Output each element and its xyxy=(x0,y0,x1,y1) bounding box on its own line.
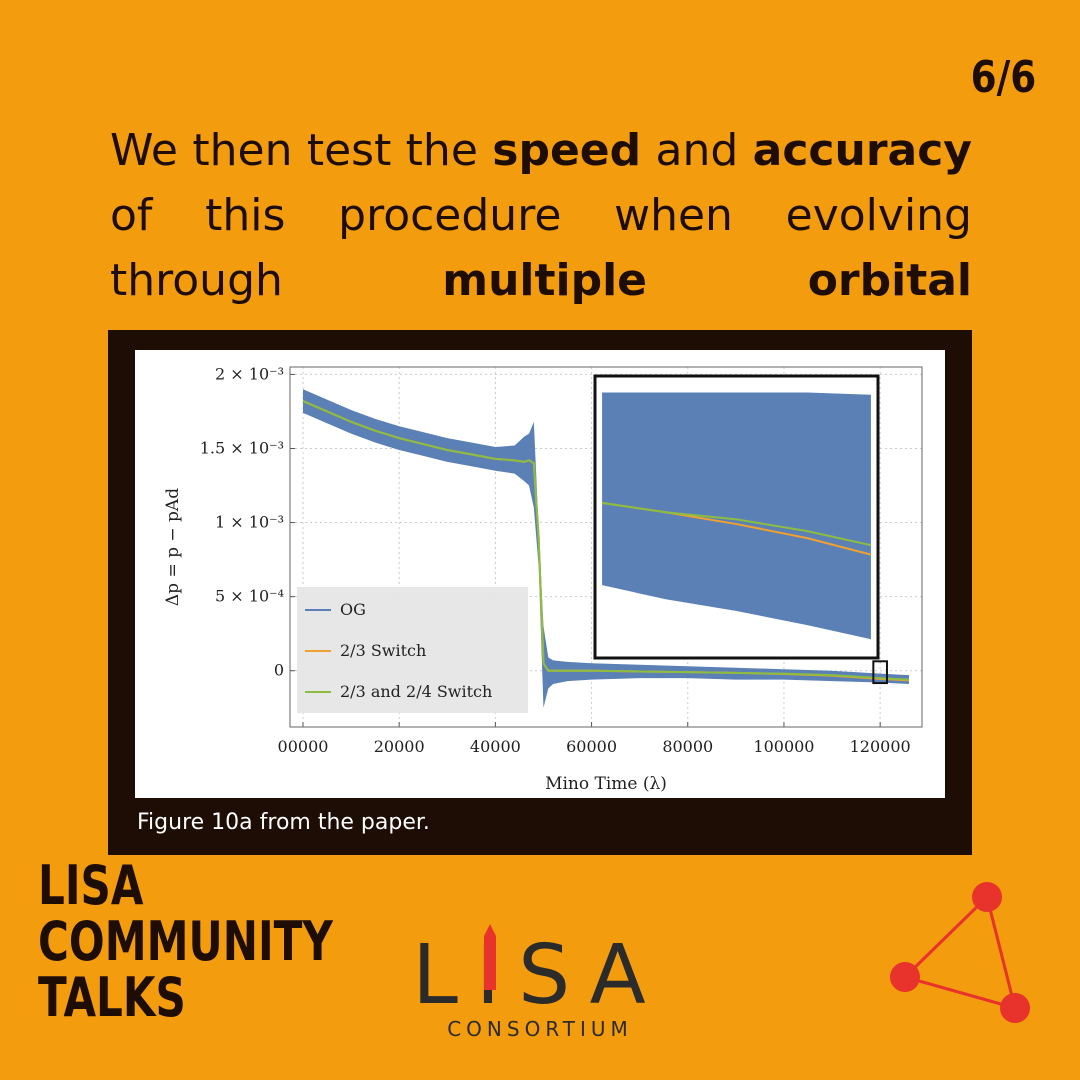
y-tick-label: 5 × 10⁻⁴ xyxy=(215,587,284,606)
brand-line: LISA xyxy=(38,854,144,917)
y-tick-label: 1 × 10⁻³ xyxy=(215,513,284,532)
caption: Figure 10a from the paper. xyxy=(137,810,430,835)
x-tick-label: 20000 xyxy=(374,737,425,756)
legend-label: 2/3 Switch xyxy=(340,641,426,660)
x-tick-label: 120000 xyxy=(850,737,911,756)
inset-green-line xyxy=(601,501,872,547)
y-tick-label: 0 xyxy=(274,661,284,680)
brand-line: TALKS xyxy=(38,966,186,1029)
y-tick-label: 2 × 10⁻³ xyxy=(215,364,284,383)
x-tick-label: 40000 xyxy=(470,737,521,756)
plot-frame xyxy=(289,366,923,728)
inset-og-band xyxy=(602,392,871,640)
legend-label: 2/3 and 2/4 Switch xyxy=(340,682,492,701)
x-tick-label: 80000 xyxy=(662,737,713,756)
legend-box xyxy=(297,587,528,713)
series-line xyxy=(302,400,910,681)
x-tick-label: 00000 xyxy=(278,737,329,756)
heading-segment: and xyxy=(641,125,753,176)
x-tick-label: 100000 xyxy=(753,737,814,756)
heading-segment: We then test the xyxy=(110,125,493,176)
x-tick-label: 60000 xyxy=(566,737,617,756)
heading-segment: speed xyxy=(492,125,642,176)
heading-segment: of this procedure when evolving through xyxy=(110,190,972,306)
inset-locator xyxy=(872,660,888,685)
y-axis-label: Δp = p − pAd xyxy=(163,488,183,606)
brand: LISA COMMUNITY TALKS xyxy=(38,858,333,1026)
brand-line: COMMUNITY xyxy=(38,910,333,973)
y-tick-label: 1.5 × 10⁻³ xyxy=(200,438,284,457)
legend-label: OG xyxy=(340,600,366,619)
heading-segment: accuracy xyxy=(752,125,972,176)
x-axis-label: Mino Time (λ) xyxy=(545,774,667,794)
page-number: 6/6 xyxy=(970,52,1036,103)
